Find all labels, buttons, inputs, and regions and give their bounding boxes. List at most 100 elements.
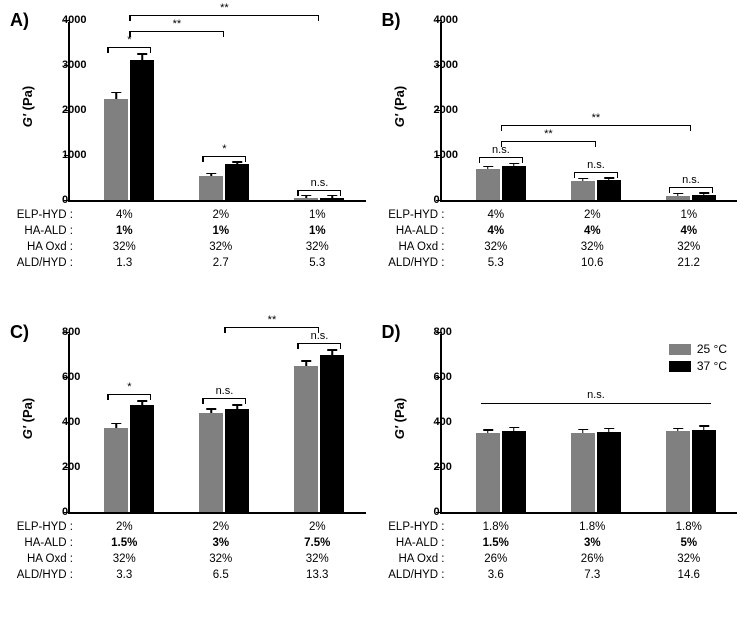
param-table: ELP-HYD :4%2%1%HA-ALD :1%1%1%HA Oxd :32%… [10, 208, 366, 272]
param-value: 32% [173, 552, 270, 568]
ytick-label: 1000 [434, 149, 442, 161]
param-key: HA Oxd : [382, 552, 448, 568]
bar-group [571, 180, 621, 200]
param-row: HA-ALD :1.5%3%5% [382, 536, 738, 552]
bar-25c [476, 433, 500, 512]
bar-25c [476, 169, 500, 201]
ytick-label: 1000 [62, 149, 70, 161]
error-bar [306, 196, 308, 198]
bar-37c [692, 195, 716, 200]
sig-label: ** [257, 314, 287, 326]
param-row: ELP-HYD :2%2%2% [10, 520, 366, 536]
param-value: 3.3 [76, 568, 173, 584]
bar-group [294, 355, 344, 513]
bar-37c [502, 431, 526, 512]
bar-37c [130, 60, 154, 200]
param-key: ALD/HYD : [10, 256, 76, 272]
sig-label: n.s. [299, 177, 339, 189]
panel-B: B)G' (Pa)01000200030004000n.s.n.s.n.s.**… [382, 10, 746, 314]
error-bar [703, 193, 705, 195]
sig-label: * [109, 381, 149, 393]
error-bar [116, 424, 118, 428]
error-bar [582, 430, 584, 433]
y-axis-label: G' (Pa) [390, 322, 410, 514]
param-key: HA-ALD : [382, 536, 448, 552]
param-key: HA Oxd : [10, 240, 76, 256]
param-value: 1.3 [76, 256, 173, 272]
bar-25c [666, 431, 690, 512]
bar-25c [294, 366, 318, 512]
param-row: ELP-HYD :1.8%1.8%1.8% [382, 520, 738, 536]
legend-text: 25 °C [697, 342, 727, 356]
param-value: 1.8% [448, 520, 545, 536]
sig-label: n.s. [581, 389, 611, 401]
ytick-label: 800 [434, 326, 442, 338]
param-key: ALD/HYD : [382, 568, 448, 584]
param-row: ELP-HYD :4%2%1% [382, 208, 738, 224]
param-value: 32% [173, 240, 270, 256]
param-value: 7.3 [544, 568, 641, 584]
error-bar [211, 409, 213, 413]
bar-37c [692, 430, 716, 512]
error-bar [513, 428, 515, 431]
bar-25c [571, 181, 595, 200]
param-row: HA Oxd :32%32%32% [10, 552, 366, 568]
param-value: 2% [269, 520, 366, 536]
param-key: ALD/HYD : [382, 256, 448, 272]
sig-bracket [202, 156, 246, 157]
ytick-label: 3000 [62, 59, 70, 71]
param-value: 7.5% [269, 536, 366, 552]
param-value: 32% [641, 552, 738, 568]
param-value: 4% [448, 224, 545, 240]
ytick-label: 0 [62, 506, 70, 518]
bar-25c [199, 176, 223, 200]
param-value: 3% [544, 536, 641, 552]
param-value: 14.6 [641, 568, 738, 584]
bar-25c [104, 99, 128, 200]
bar-group [294, 198, 344, 200]
error-bar [306, 361, 308, 366]
param-value: 2% [76, 520, 173, 536]
ytick-label: 600 [62, 371, 70, 383]
param-value: 5% [641, 536, 738, 552]
error-bar [703, 426, 705, 430]
param-table: ELP-HYD :4%2%1%HA-ALD :4%4%4%HA Oxd :32%… [382, 208, 738, 272]
bar-37c [320, 355, 344, 513]
param-value: 3% [173, 536, 270, 552]
ytick-label: 4000 [434, 14, 442, 26]
legend-text: 37 °C [697, 359, 727, 373]
sig-label: * [204, 143, 244, 155]
bar-group [666, 430, 716, 512]
param-row: ALD/HYD :5.310.621.2 [382, 256, 738, 272]
bar-group [476, 431, 526, 512]
sig-line [481, 403, 711, 404]
param-value: 32% [269, 240, 366, 256]
sig-label: n.s. [299, 330, 339, 342]
sig-bracket [129, 15, 319, 16]
param-row: HA-ALD :4%4%4% [382, 224, 738, 240]
param-value: 2.7 [173, 256, 270, 272]
bar-25c [571, 433, 595, 512]
param-value: 32% [448, 240, 545, 256]
bar-25c [104, 428, 128, 512]
ytick-label: 400 [434, 416, 442, 428]
ytick-label: 800 [62, 326, 70, 338]
param-row: HA Oxd :26%26%32% [382, 552, 738, 568]
ytick-label: 0 [434, 194, 442, 206]
param-value: 32% [641, 240, 738, 256]
param-key: HA Oxd : [382, 240, 448, 256]
bar-group [571, 432, 621, 512]
param-key: ELP-HYD : [10, 520, 76, 536]
param-value: 4% [641, 224, 738, 240]
param-key: HA Oxd : [10, 552, 76, 568]
bar-37c [597, 180, 621, 200]
param-value: 1% [76, 224, 173, 240]
param-table: ELP-HYD :1.8%1.8%1.8%HA-ALD :1.5%3%5%HA … [382, 520, 738, 584]
ytick-label: 2000 [434, 104, 442, 116]
sig-bracket [107, 394, 151, 395]
param-key: ALD/HYD : [10, 568, 76, 584]
error-bar [513, 164, 515, 166]
sig-label: ** [209, 2, 239, 14]
error-bar [211, 174, 213, 176]
param-value: 1% [641, 208, 738, 224]
